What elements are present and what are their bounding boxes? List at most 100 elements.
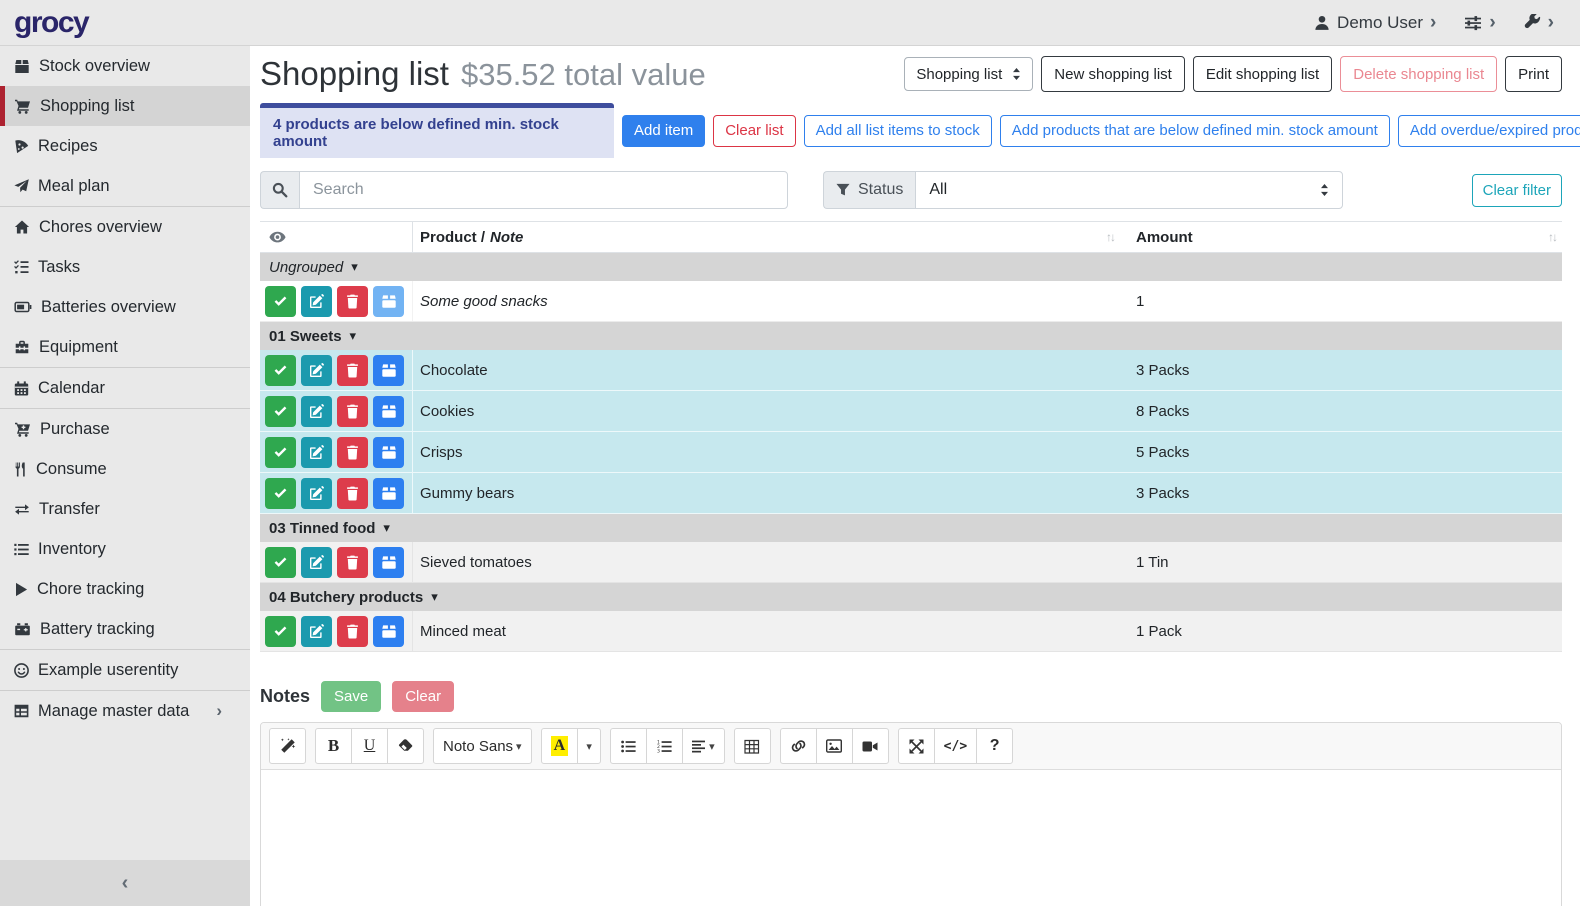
add-to-stock-button[interactable]: [373, 477, 404, 509]
note-column-header[interactable]: Note: [490, 228, 524, 246]
edit-item-button[interactable]: [301, 395, 332, 427]
sidebar-item-consume[interactable]: Consume: [0, 449, 250, 489]
edit-item-button[interactable]: [301, 436, 332, 468]
insert-video-button[interactable]: [851, 728, 889, 764]
link-icon: [791, 740, 805, 752]
done-button[interactable]: [265, 354, 296, 386]
done-button[interactable]: [265, 436, 296, 468]
amount-column-header[interactable]: Amount: [1136, 228, 1193, 246]
edit-icon: [309, 362, 324, 378]
done-button[interactable]: [265, 395, 296, 427]
status-filter-select[interactable]: All: [915, 171, 1343, 209]
delete-item-button[interactable]: [337, 354, 368, 386]
underline-button[interactable]: U: [351, 728, 388, 764]
search-input[interactable]: [299, 171, 788, 209]
edit-item-button[interactable]: [301, 477, 332, 509]
sidebar-item-tasks[interactable]: Tasks: [0, 247, 250, 287]
delete-item-button[interactable]: [337, 436, 368, 468]
done-button[interactable]: [265, 546, 296, 578]
edit-item-button[interactable]: [301, 615, 332, 647]
magic-style-button[interactable]: [269, 728, 306, 764]
sidebar-collapse-button[interactable]: ‹: [0, 860, 250, 906]
font-color-dropdown[interactable]: ▾: [577, 728, 602, 764]
insert-link-button[interactable]: [779, 728, 817, 764]
add-to-stock-button[interactable]: [373, 436, 404, 468]
help-button[interactable]: ?: [976, 728, 1014, 764]
sidebar-item-batteries-overview[interactable]: Batteries overview: [0, 287, 250, 327]
sidebar-item-stock-overview[interactable]: Stock overview: [0, 46, 250, 86]
insert-table-button[interactable]: [733, 728, 771, 764]
sidebar-item-inventory[interactable]: Inventory: [0, 529, 250, 569]
clear-formatting-button[interactable]: [387, 728, 424, 764]
add-to-stock-button[interactable]: [373, 546, 404, 578]
insert-image-button[interactable]: [815, 728, 853, 764]
edit-shopping-list-button[interactable]: Edit shopping list: [1192, 56, 1333, 92]
fullscreen-button[interactable]: [897, 728, 935, 764]
bold-button[interactable]: B: [315, 728, 352, 764]
sidebar-item-chores-overview[interactable]: Chores overview: [0, 207, 250, 247]
add-item-button[interactable]: Add item: [622, 114, 706, 147]
add-below-min-stock-button[interactable]: Add products that are below defined min.…: [999, 114, 1390, 147]
list-ul-icon: [621, 740, 636, 752]
add-to-stock-button[interactable]: [373, 354, 404, 386]
delete-item-button[interactable]: [337, 546, 368, 578]
delete-item-button[interactable]: [337, 615, 368, 647]
sidebar-item-chore-tracking[interactable]: Chore tracking: [0, 569, 250, 609]
delete-item-button[interactable]: [337, 477, 368, 509]
unordered-list-button[interactable]: [610, 728, 648, 764]
group-header-row[interactable]: 01 Sweets ▾: [260, 322, 1562, 350]
paragraph-align-button[interactable]: ▾: [682, 728, 725, 764]
add-all-to-stock-button[interactable]: Add all list items to stock: [803, 114, 992, 147]
product-name: Minced meat: [420, 622, 506, 640]
edit-item-button[interactable]: [301, 354, 332, 386]
edit-item-button[interactable]: [301, 285, 332, 317]
code-view-button[interactable]: </>: [933, 728, 978, 764]
delete-item-button[interactable]: [337, 285, 368, 317]
sidebar-item-meal-plan[interactable]: Meal plan: [0, 166, 250, 206]
group-header-row[interactable]: 03 Tinned food ▾: [260, 514, 1562, 542]
settings-menu[interactable]: ›: [1464, 13, 1496, 32]
font-color-button[interactable]: A: [540, 728, 579, 764]
sort-icon[interactable]: ↑↓: [1106, 230, 1116, 244]
sidebar-item-example-userentity[interactable]: Example userentity: [0, 650, 250, 690]
product-column-header[interactable]: Product /: [420, 228, 486, 246]
done-button[interactable]: [265, 477, 296, 509]
sidebar-item-recipes[interactable]: Recipes: [0, 126, 250, 166]
done-button[interactable]: [265, 615, 296, 647]
clear-list-button[interactable]: Clear list: [713, 114, 796, 147]
add-to-stock-button[interactable]: [373, 395, 404, 427]
chevron-right-icon: ›: [216, 701, 222, 720]
delete-item-button[interactable]: [337, 395, 368, 427]
sidebar-item-transfer[interactable]: Transfer: [0, 489, 250, 529]
group-header-row[interactable]: 04 Butchery products ▾: [260, 583, 1562, 611]
notes-clear-button[interactable]: Clear: [392, 681, 455, 712]
notes-save-button[interactable]: Save: [321, 681, 382, 712]
add-overdue-button[interactable]: Add overdue/expired products: [1397, 114, 1580, 147]
add-to-stock-button[interactable]: [373, 615, 404, 647]
product-name: Some good snacks: [420, 292, 548, 310]
done-button[interactable]: [265, 285, 296, 317]
group-header-row[interactable]: Ungrouped ▾: [260, 253, 1562, 281]
user-menu[interactable]: Demo User ›: [1314, 13, 1436, 33]
sidebar-item-equipment[interactable]: Equipment: [0, 327, 250, 367]
toolbox-icon: [14, 340, 30, 354]
admin-menu[interactable]: ›: [1524, 13, 1554, 32]
sidebar-item-calendar[interactable]: Calendar: [0, 368, 250, 408]
font-family-dropdown[interactable]: Noto Sans ▾: [433, 728, 532, 764]
sidebar-item-shopping-list[interactable]: Shopping list: [0, 86, 250, 126]
sidebar-item-battery-tracking[interactable]: Battery tracking: [0, 609, 250, 649]
clear-filter-button[interactable]: Clear filter: [1471, 173, 1562, 207]
sidebar-item-manage-master-data[interactable]: Manage master data ›: [0, 691, 250, 731]
add-to-stock-button[interactable]: [373, 285, 404, 317]
caret-down-icon: ▾: [709, 740, 715, 753]
edit-item-button[interactable]: [301, 546, 332, 578]
shopping-list-select[interactable]: Shopping list: [904, 57, 1034, 91]
print-button[interactable]: Print: [1505, 56, 1562, 92]
new-shopping-list-button[interactable]: New shopping list: [1041, 56, 1185, 92]
notes-editor-textarea[interactable]: [261, 770, 1561, 906]
sidebar-item-purchase[interactable]: Purchase: [0, 409, 250, 449]
sort-icon[interactable]: ↑↓: [1548, 230, 1558, 244]
delete-shopping-list-button[interactable]: Delete shopping list: [1340, 56, 1498, 92]
edit-icon: [309, 554, 324, 570]
